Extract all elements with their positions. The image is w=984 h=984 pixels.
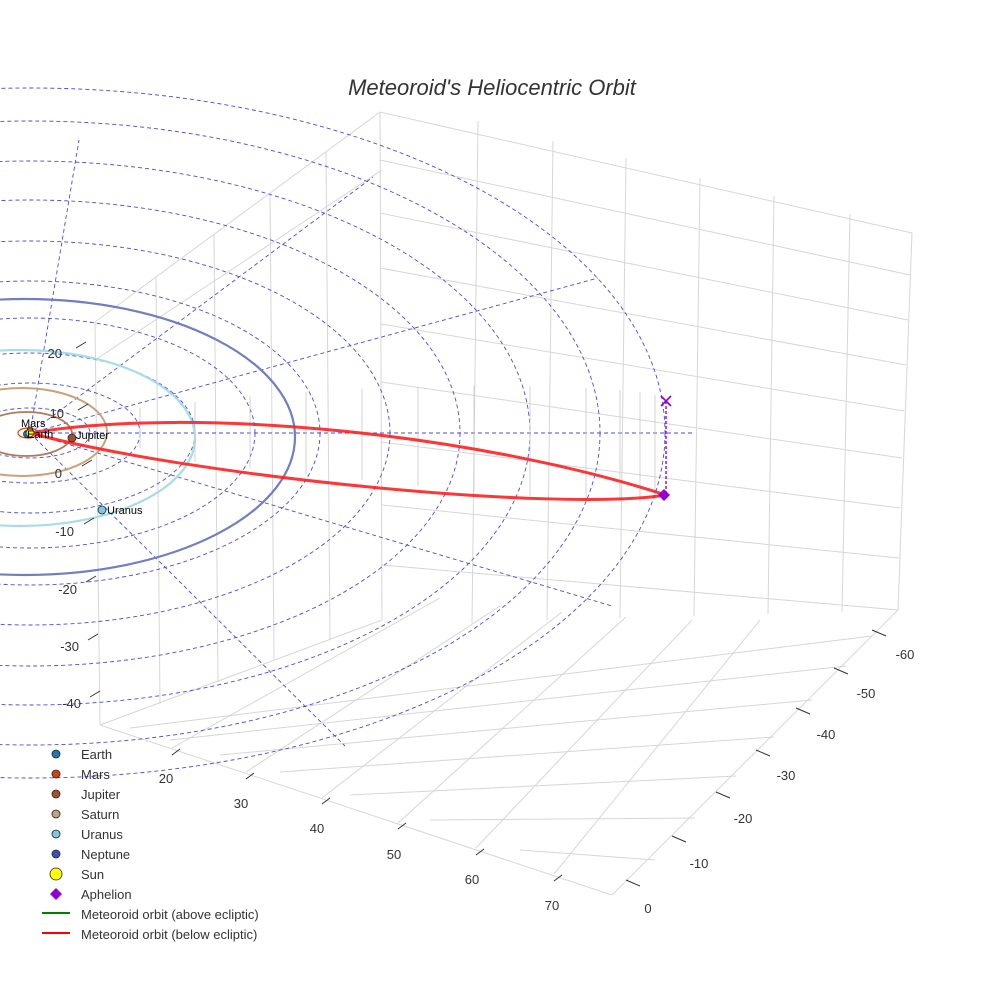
legend-item-mars[interactable]: Mars [51, 767, 110, 782]
x-tick: 20 [159, 771, 173, 786]
svg-text:Meteoroid orbit (below eclipti: Meteoroid orbit (below ecliptic) [81, 927, 257, 942]
svg-text:Meteoroid orbit (above eclipti: Meteoroid orbit (above ecliptic) [81, 907, 259, 922]
svg-text:Sun: Sun [81, 867, 104, 882]
x-tick: 60 [465, 872, 479, 887]
grid-box [94, 111, 913, 896]
z-tick: -10 [55, 524, 74, 539]
legend-item-neptune[interactable]: Neptune [51, 847, 130, 862]
uranus-marker [97, 505, 107, 515]
z-tick: 10 [50, 406, 64, 421]
legend-item-orbit-below[interactable]: Meteoroid orbit (below ecliptic) [42, 927, 257, 942]
svg-text:Neptune: Neptune [81, 847, 130, 862]
label-earth: Earth [27, 429, 53, 441]
sun-marker [25, 428, 35, 438]
z-tick: -40 [62, 696, 81, 711]
z-tick: 20 [48, 346, 62, 361]
drop-lines [139, 386, 656, 502]
planet-markers [23, 426, 107, 515]
aphelion-marker [658, 489, 670, 501]
y-tick: -40 [817, 727, 836, 742]
saturn-orbit [0, 387, 108, 477]
svg-text:Earth: Earth [81, 747, 112, 762]
z-tick: 0 [55, 466, 62, 481]
legend-item-aphelion[interactable]: Aphelion [50, 887, 132, 902]
planet-labels: Mars Earth Jupiter Uranus [21, 418, 143, 517]
svg-text:Mars: Mars [81, 767, 110, 782]
svg-text:Saturn: Saturn [81, 807, 119, 822]
y-tick: 0 [644, 901, 651, 916]
chart-title: Meteoroid's Heliocentric Orbit [348, 75, 637, 100]
y-tick: -60 [896, 647, 915, 662]
aphelion-x-marker [660, 395, 672, 407]
z-tick: -20 [58, 582, 77, 597]
x-axis-ticks: 20 30 40 50 60 70 [159, 748, 563, 913]
svg-text:Uranus: Uranus [81, 827, 123, 842]
x-tick: 70 [545, 898, 559, 913]
y-tick: -20 [734, 811, 753, 826]
z-axis-ticks: 20 10 0 -10 -20 -30 -40 [48, 341, 101, 711]
legend-item-uranus[interactable]: Uranus [51, 827, 123, 842]
legend-item-saturn[interactable]: Saturn [51, 807, 119, 822]
legend-item-jupiter[interactable]: Jupiter [51, 787, 121, 802]
legend-item-orbit-above[interactable]: Meteoroid orbit (above ecliptic) [42, 907, 259, 922]
legend: Earth Mars Jupiter Saturn Uranus Neptune… [42, 747, 259, 942]
z-tick: -30 [60, 639, 79, 654]
x-tick: 50 [387, 847, 401, 862]
y-tick: -30 [777, 768, 796, 783]
svg-text:Jupiter: Jupiter [81, 787, 121, 802]
legend-item-earth[interactable]: Earth [51, 747, 112, 762]
label-uranus: Uranus [107, 505, 143, 517]
label-jupiter: Jupiter [76, 430, 109, 442]
label-mars: Mars [21, 418, 46, 430]
svg-text:Aphelion: Aphelion [81, 887, 132, 902]
y-tick: -10 [690, 856, 709, 871]
neptune-orbit [0, 297, 297, 577]
legend-item-sun[interactable]: Sun [49, 867, 104, 882]
x-tick: 30 [234, 796, 248, 811]
jupiter-marker [67, 433, 77, 443]
y-tick: -50 [857, 686, 876, 701]
x-tick: 40 [310, 821, 324, 836]
y-axis-ticks: -60 -50 -40 -30 -20 -10 0 [625, 629, 915, 916]
